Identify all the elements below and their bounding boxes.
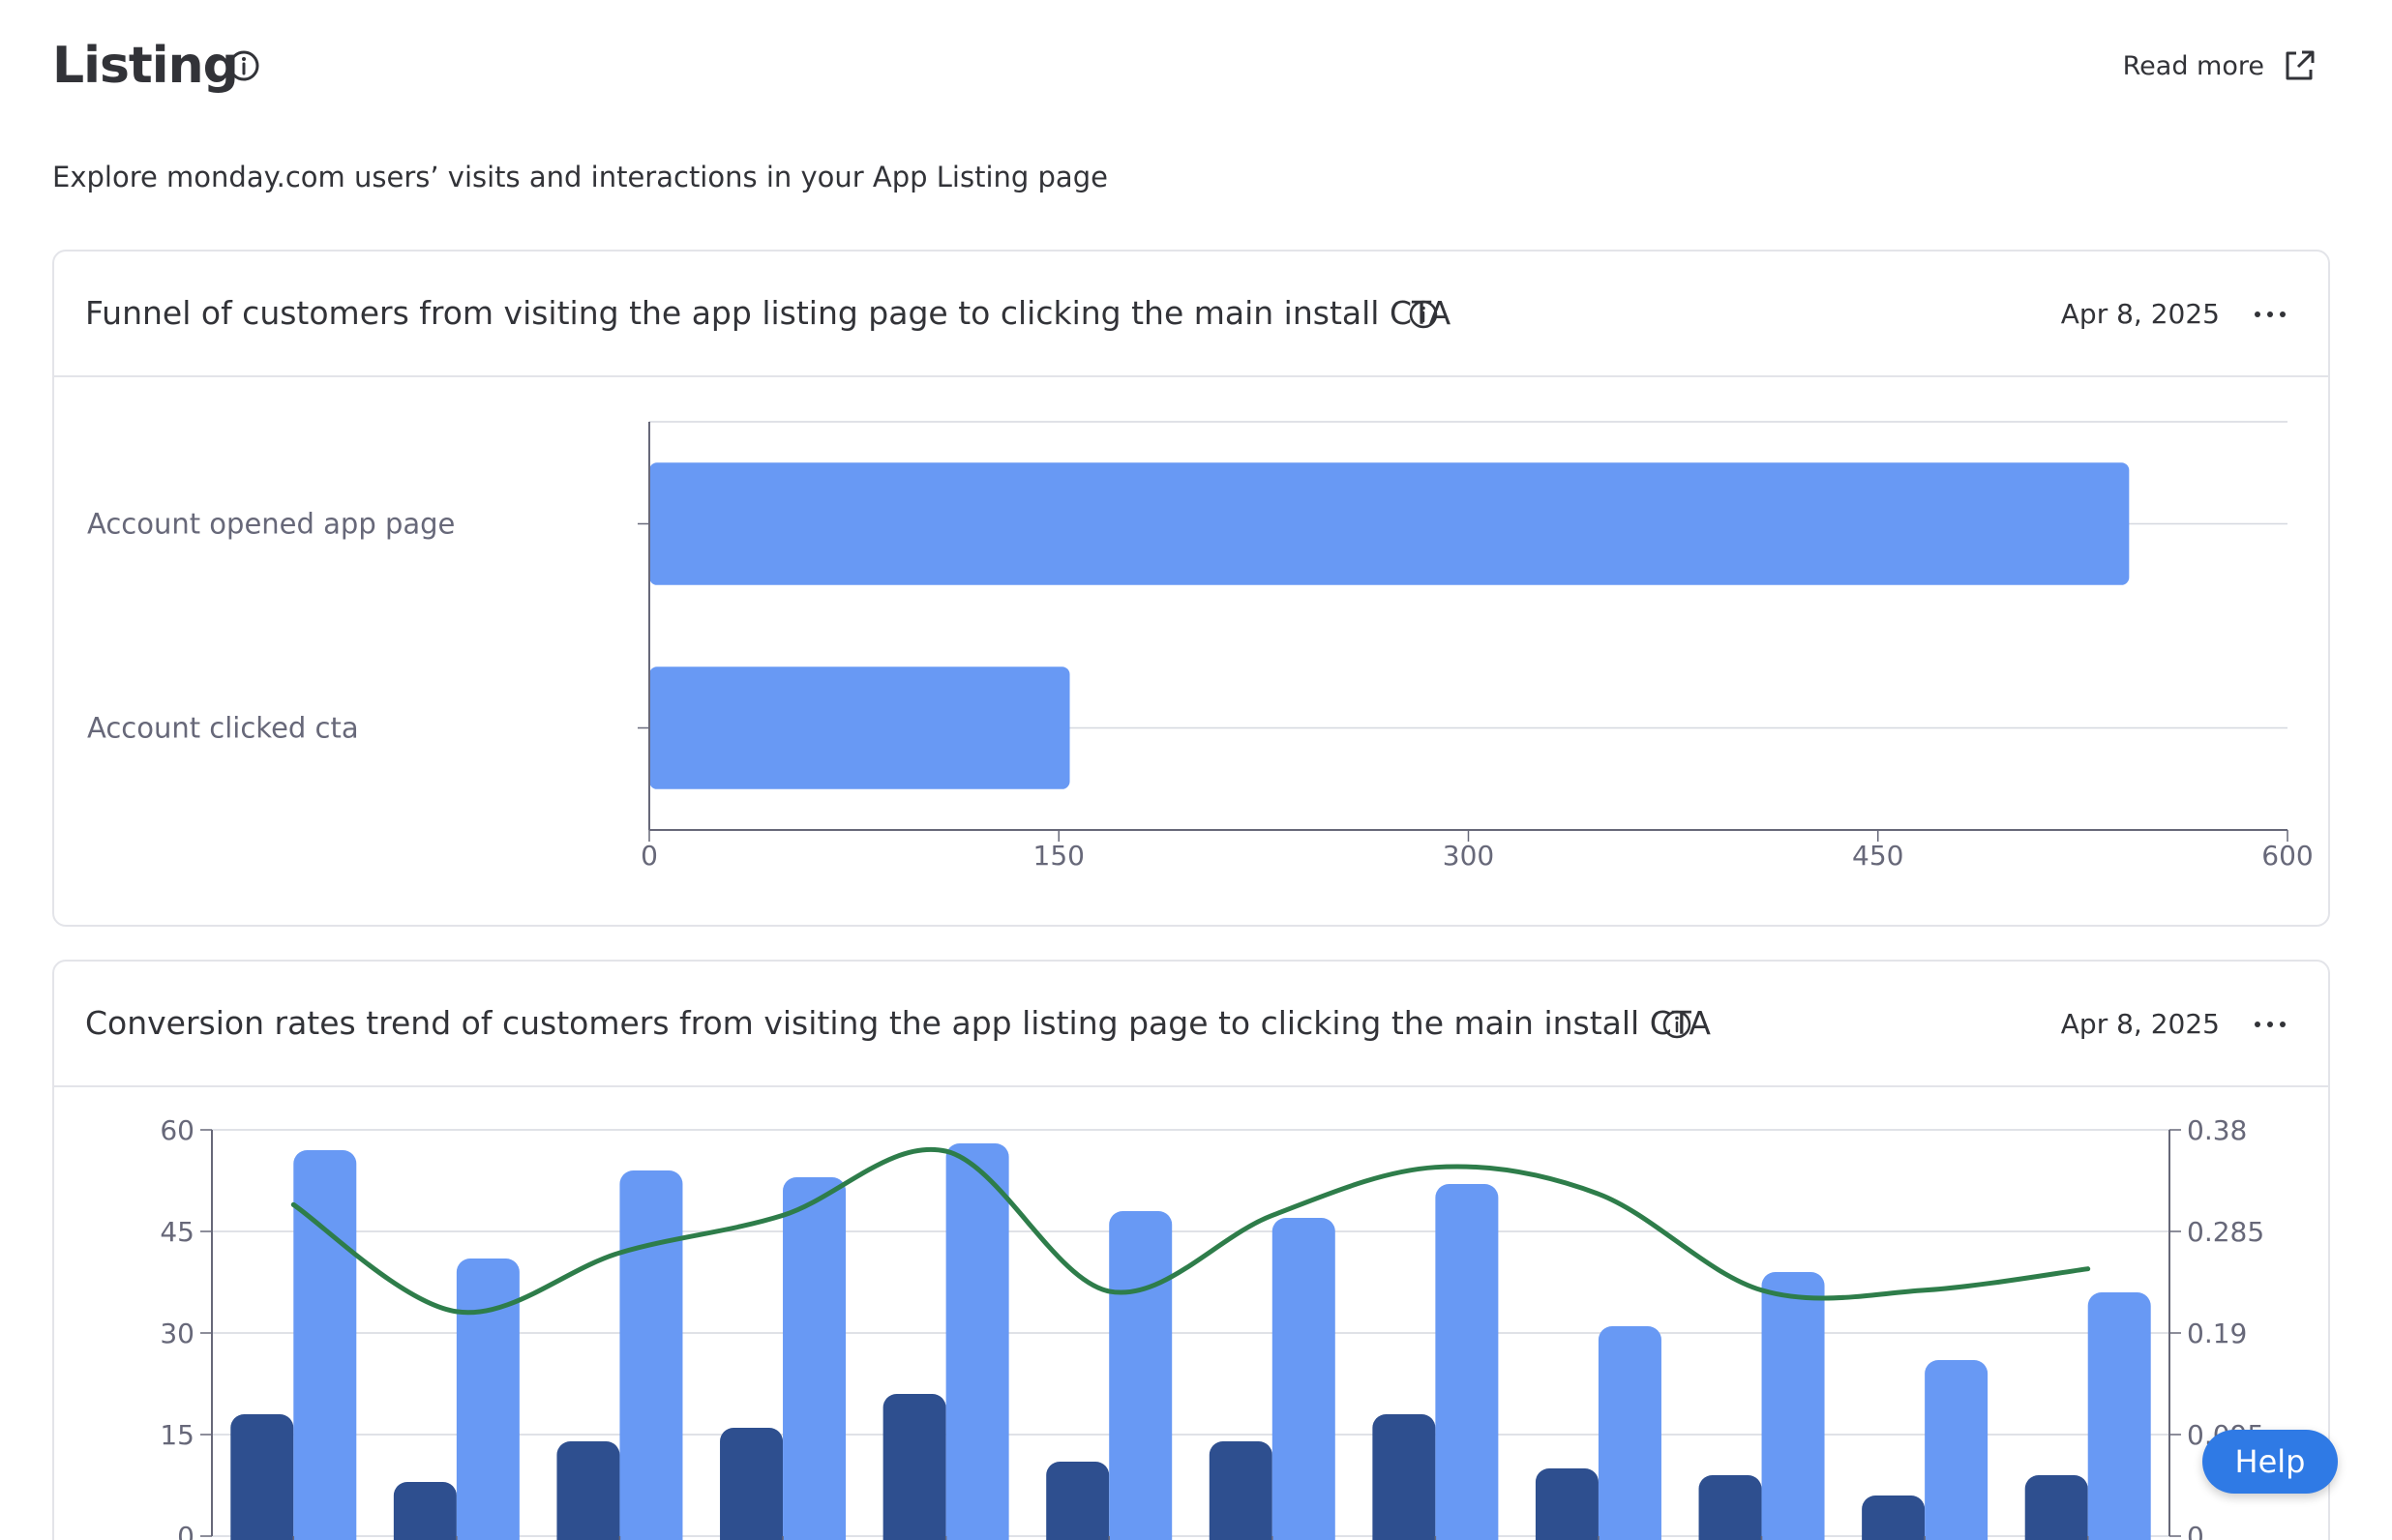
x-tick-label: 0 [641,840,658,872]
info-icon[interactable] [1407,298,1440,331]
bar [1761,1272,1825,1540]
bar [1109,1211,1173,1540]
read-more-link[interactable]: Read more [2123,46,2317,85]
page-header: Listing Read more [52,35,2317,97]
conversion-rate-line [290,1146,2091,1316]
funnel-chart: Account opened app page Account clicked c… [87,421,2314,872]
funnel-card-header: Funnel of customers from visiting the ap… [54,252,2328,377]
x-tick-label: 600 [2261,840,2313,872]
bar [2024,1475,2088,1540]
info-icon[interactable] [1660,1008,1693,1041]
x-tick-label: 150 [1033,840,1085,872]
dot [2267,311,2273,317]
y2-tick-label: 0.19 [2187,1318,2247,1349]
bar [1598,1326,1661,1540]
bar [2087,1292,2151,1540]
y2-tick-label: 0.285 [2187,1216,2264,1248]
bar [1535,1468,1599,1540]
bar [1209,1441,1272,1540]
bar [1435,1184,1499,1540]
bar [1046,1462,1110,1540]
bar [945,1143,1009,1540]
external-link-icon [2286,50,2315,80]
more-options-button[interactable] [2251,1010,2289,1039]
funnel-card: Funnel of customers from visiting the ap… [52,250,2330,927]
page-title: Listing [52,37,239,95]
funnel-card-date: Apr 8, 2025 [2060,298,2220,330]
y2-tick-label: 0.38 [2187,1114,2247,1146]
read-more-label: Read more [2122,50,2264,81]
bar [556,1441,620,1540]
dot [2280,311,2286,317]
dot [2280,1022,2286,1027]
help-button[interactable]: Help [2202,1430,2338,1494]
bar [1925,1360,1988,1540]
bar [649,666,1070,789]
page-subtitle: Explore monday.com users’ visits and int… [52,161,1108,193]
y-tick-label: 30 [160,1318,194,1349]
bar [1862,1496,1926,1540]
funnel-card-title: Funnel of customers from visiting the ap… [85,294,1451,332]
bar [649,462,2130,585]
conversion-card: Conversion rates trend of customers from… [52,960,2330,1540]
bar [456,1259,520,1540]
bar [619,1170,683,1540]
bar [882,1394,946,1540]
conversion-card-header: Conversion rates trend of customers from… [54,962,2328,1087]
bar [720,1428,784,1540]
bar [230,1414,294,1540]
x-tick-label: 450 [1852,840,1903,872]
bar [1372,1414,1436,1540]
more-options-button[interactable] [2251,300,2289,329]
y-tick-label: 60 [160,1114,194,1146]
y-tick-label: 15 [160,1419,194,1451]
conversion-card-date: Apr 8, 2025 [2060,1008,2220,1040]
dot [2255,311,2260,317]
bar [393,1482,457,1540]
y-tick-label: 45 [160,1216,194,1248]
y2-tick-label: 0 [2187,1521,2204,1540]
conversion-card-title: Conversion rates trend of customers from… [85,1004,1711,1042]
x-tick-label: 300 [1443,840,1494,872]
dot [2267,1022,2273,1027]
bar [1271,1218,1335,1540]
bar [293,1150,357,1540]
category-label: Account opened app page [87,508,455,541]
bar [1698,1475,1762,1540]
info-icon[interactable] [226,48,261,83]
dot [2255,1022,2260,1027]
bar [783,1177,847,1540]
y-tick-label: 0 [177,1521,194,1540]
category-label: Account clicked cta [87,712,359,745]
